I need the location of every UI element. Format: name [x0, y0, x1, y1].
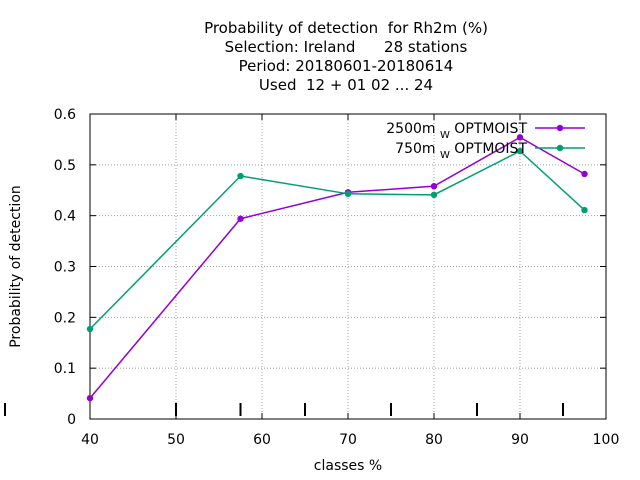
legend-name-tail: OPTMOIST — [450, 121, 528, 137]
data-point — [237, 215, 244, 222]
x-tick-label: 50 — [167, 432, 185, 448]
x-tick-label: 60 — [253, 432, 271, 448]
legend-name: 2500m — [386, 121, 440, 137]
data-point — [86, 394, 94, 402]
class-marks — [4, 403, 564, 416]
legend-subscript: W — [440, 130, 450, 141]
legend-label: 2500m W OPTMOIST — [386, 121, 527, 141]
y-axis-label: Probability of detection — [8, 185, 24, 348]
chart-title: Probability of detection for Rh2m (%)Sel… — [204, 19, 488, 94]
series — [86, 134, 588, 402]
axis-ticks: 40 50 60 70 80 90 100 0 0.1 0.2 0.3 0.4 0.5 0.6 — [54, 107, 620, 448]
legend-name-tail: OPTMOIST — [450, 141, 528, 157]
legend-marker — [556, 144, 564, 152]
x-tick-label: 80 — [425, 432, 443, 448]
x-tick-label: 40 — [81, 432, 99, 448]
data-point — [581, 170, 588, 178]
legend-label: 750m W OPTMOIST — [395, 141, 527, 161]
data-point — [237, 172, 244, 180]
y-tick-label: 0.1 — [54, 361, 76, 377]
legend-name: 750m — [395, 141, 440, 157]
data-point — [344, 190, 352, 198]
series-line — [89, 136, 585, 399]
data-point — [516, 147, 524, 155]
title-line: Selection: Ireland 28 stations — [225, 38, 468, 56]
y-tick-label: 0.2 — [54, 310, 76, 326]
y-tick-label: 0.5 — [54, 158, 76, 174]
legend-item: 750m W OPTMOIST — [395, 141, 585, 161]
data-point — [86, 325, 94, 333]
series-line — [89, 150, 586, 330]
data-point — [581, 206, 588, 214]
x-tick-label: 90 — [511, 432, 529, 448]
y-tick-label: 0.4 — [54, 209, 76, 225]
grid — [90, 114, 606, 419]
legend-item: 2500m W OPTMOIST — [386, 121, 585, 141]
y-tick-label: 0 — [67, 412, 76, 428]
title-line: Probability of detection for Rh2m (%) — [204, 19, 488, 37]
data-point — [516, 134, 524, 141]
x-tick-label: 100 — [593, 432, 620, 448]
x-tick-label: 70 — [339, 432, 357, 448]
legend-marker — [556, 124, 564, 132]
x-axis-label: classes % — [314, 458, 382, 474]
y-tick-label: 0.6 — [54, 107, 76, 123]
y-tick-label: 0.3 — [54, 260, 76, 276]
title-line: Used 12 + 01 02 ... 24 — [259, 76, 433, 94]
data-point — [430, 191, 438, 199]
data-point — [430, 182, 438, 190]
legend-subscript: W — [440, 150, 450, 161]
title-line: Period: 20180601-20180614 — [239, 57, 454, 75]
